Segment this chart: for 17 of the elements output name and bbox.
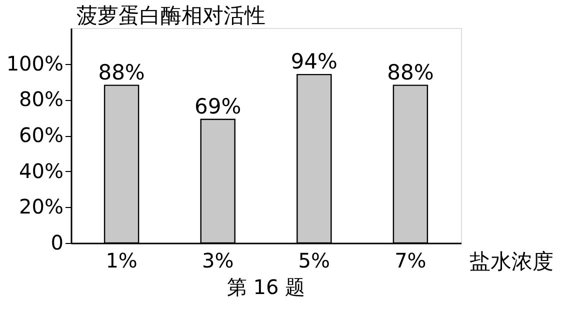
y-tick-label: 20% (19, 194, 64, 219)
x-tick-label: 1% (106, 248, 138, 272)
y-tick-label: 100% (6, 51, 64, 76)
x-axis-title: 盐水浓度 (470, 250, 554, 274)
data-label: 94% (290, 50, 338, 74)
y-tick-label: 60% (19, 123, 64, 147)
data-label: 69% (194, 94, 242, 118)
text: 第 16 题 (226, 275, 306, 299)
x-tick-label: 7% (394, 248, 426, 272)
y-tick-label: 40% (19, 158, 64, 183)
y-tick-label: 80% (19, 87, 64, 112)
x-tick-label: 5% (298, 248, 330, 272)
data-label: 88% (98, 60, 145, 84)
y-tick-label: 0 (50, 230, 64, 254)
x-tick-label: 3% (202, 248, 234, 272)
y-axis-title: 菠萝蛋白酶相对活性 (76, 4, 266, 28)
data-label: 88% (387, 60, 434, 84)
